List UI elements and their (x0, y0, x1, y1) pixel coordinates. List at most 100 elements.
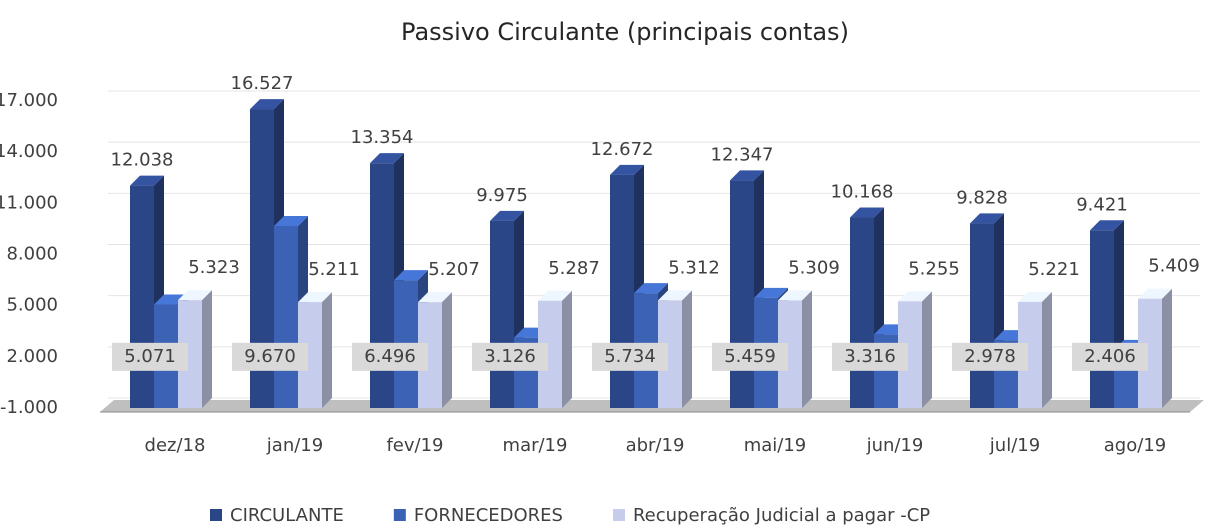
data-label: 12.347 (711, 144, 774, 165)
bar-top (970, 213, 1004, 224)
bar-side (802, 290, 812, 408)
data-label: 5.459 (724, 346, 776, 367)
x-tick-label: ago/19 (1104, 435, 1166, 456)
data-label: 9.421 (1076, 194, 1128, 215)
data-label: 16.527 (231, 73, 294, 94)
bar-top (754, 287, 788, 298)
bar-top (634, 283, 668, 294)
data-label: 5.287 (548, 258, 600, 279)
bar-top (778, 290, 812, 301)
legend-swatch (393, 509, 406, 521)
bar (730, 180, 754, 408)
data-label-box (592, 342, 668, 371)
y-tick-label: 11.000 (0, 192, 58, 213)
data-label-box (1072, 342, 1148, 371)
bar-top (130, 175, 164, 186)
data-label-box (832, 342, 908, 371)
data-label: 13.354 (351, 127, 414, 148)
bar-side (1042, 291, 1052, 408)
x-tick-label: jul/19 (989, 435, 1040, 456)
data-label: 12.038 (111, 150, 174, 171)
data-label-box (352, 342, 428, 371)
data-label: 5.734 (604, 346, 656, 367)
bar-side (922, 291, 932, 408)
data-label-box (112, 342, 188, 371)
y-tick-label: 5.000 (6, 295, 58, 316)
y-tick-label: 8.000 (6, 244, 58, 265)
bar-top (610, 164, 644, 175)
bar-top (730, 170, 764, 181)
data-label: 5.071 (124, 346, 176, 367)
y-tick-label: 2.000 (6, 346, 58, 367)
bar-top (850, 207, 884, 218)
data-label-box (952, 342, 1028, 371)
bar-top (274, 216, 308, 227)
data-label: 3.126 (484, 346, 536, 367)
x-tick-label: jun/19 (866, 435, 924, 456)
legend-label: FORNECEDORES (414, 505, 563, 526)
bar-top (394, 270, 428, 281)
legend-label: CIRCULANTE (230, 505, 344, 526)
bar-top (1018, 291, 1052, 302)
bar (850, 217, 874, 408)
data-label-box (712, 342, 788, 371)
bar (130, 185, 154, 408)
bar-side (442, 292, 452, 408)
bar-top (538, 290, 572, 301)
bar-side (562, 290, 572, 408)
data-label: 12.672 (591, 139, 654, 160)
data-label: 5.211 (308, 259, 360, 280)
bar-top (298, 292, 332, 303)
x-tick-label: mai/19 (744, 435, 807, 456)
data-label: 10.168 (831, 182, 894, 203)
bar-top (1138, 288, 1172, 299)
x-tick-label: mar/19 (503, 435, 568, 456)
data-label: 2.406 (1084, 346, 1136, 367)
x-tick-label: dez/18 (145, 435, 206, 456)
data-label: 3.316 (844, 346, 896, 367)
legend-swatch (210, 509, 222, 521)
legend-swatch (612, 509, 625, 521)
bar-top (250, 99, 284, 110)
bar (370, 163, 394, 408)
bar (490, 220, 514, 408)
x-tick-label: jan/19 (266, 435, 323, 456)
bar (274, 226, 298, 408)
bar (610, 174, 634, 408)
bar-top (178, 290, 212, 301)
data-label: 5.207 (428, 259, 480, 280)
bar (970, 223, 994, 408)
bar-side (202, 290, 212, 408)
data-label: 6.496 (364, 346, 416, 367)
legend-label: Recuperação Judicial a pagar -CP (633, 505, 930, 526)
bar-top (658, 290, 692, 301)
data-label: 9.828 (956, 187, 1008, 208)
data-label: 5.312 (668, 257, 720, 278)
data-label: 5.309 (788, 257, 840, 278)
data-label: 5.221 (1028, 259, 1080, 280)
x-tick-label: abr/19 (626, 435, 685, 456)
bar-top (370, 153, 404, 164)
bar-top (1090, 220, 1124, 231)
y-tick-label: 17.000 (0, 90, 58, 111)
data-label: 9.670 (244, 346, 296, 367)
data-label: 5.255 (908, 258, 960, 279)
y-tick-label: 14.000 (0, 141, 58, 162)
data-label-box (472, 342, 548, 371)
x-tick-label: fev/19 (386, 435, 443, 456)
bar-top (418, 292, 452, 303)
bar-side (682, 290, 692, 408)
chart-title: Passivo Circulante (principais contas) (401, 18, 849, 46)
data-label: 5.323 (188, 257, 240, 278)
bar (1090, 230, 1114, 408)
data-label: 5.409 (1148, 256, 1200, 277)
bar-side (322, 292, 332, 408)
data-label: 2.978 (964, 346, 1016, 367)
y-tick-label: -1.000 (0, 397, 58, 418)
bar-top (898, 291, 932, 302)
bar-side (1162, 288, 1172, 408)
data-label: 9.975 (476, 185, 528, 206)
bar-top (490, 210, 524, 221)
data-label-box (232, 342, 308, 371)
